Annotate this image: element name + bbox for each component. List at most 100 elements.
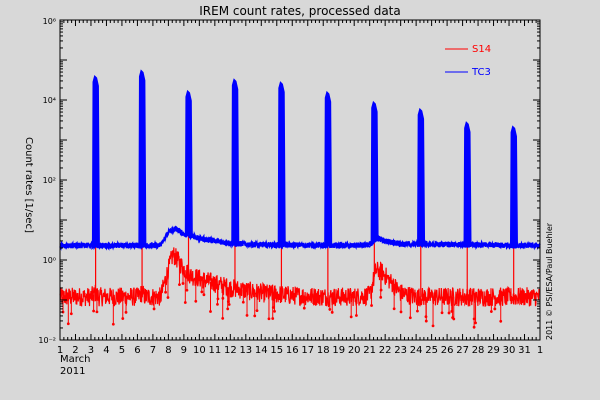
series-s14-point — [499, 319, 503, 323]
series-s14-point — [221, 296, 225, 300]
y-axis-label: Count rates [1/sec] — [23, 137, 34, 233]
x-tick-label: 19 — [332, 345, 345, 356]
x-tick-label: 25 — [425, 345, 438, 356]
x-tick-label: 13 — [239, 345, 252, 356]
series-s14-point — [472, 317, 476, 321]
series-s14-point — [399, 310, 403, 314]
x-tick-label: 14 — [255, 345, 268, 356]
x-tick-label: 29 — [487, 345, 500, 356]
series-s14-point — [253, 314, 257, 318]
y-tick-label: 10² — [43, 176, 56, 185]
y-tick-label: 10⁴ — [43, 96, 56, 105]
series-tc3-peak — [463, 121, 472, 246]
series-s14-point — [66, 322, 70, 326]
series-s14-point — [472, 325, 476, 329]
x-tick-label: 3 — [88, 345, 94, 356]
y-tick-label: 10⁻² — [38, 336, 56, 345]
series-s14-point — [124, 310, 128, 314]
series-tc3-peak — [324, 90, 333, 246]
x-tick-label: 20 — [348, 345, 361, 356]
series-s14-point — [200, 290, 204, 294]
series-s14-point — [489, 310, 493, 313]
series-s14-point — [209, 310, 212, 313]
series-s14-point — [379, 295, 383, 299]
x-tick-label: 21 — [363, 345, 376, 356]
series-s14-point — [408, 316, 412, 320]
chart-title: IREM count rates, processed data — [199, 4, 401, 18]
x-tick-label: 10 — [193, 345, 206, 356]
series-s14-point — [273, 309, 276, 313]
series-s14-point — [152, 307, 156, 311]
x-tick-label: 6 — [134, 345, 140, 356]
x-tick-label: 18 — [317, 345, 330, 356]
series-s14-point — [181, 282, 185, 285]
x-tick-label: 26 — [441, 345, 454, 356]
x-tick-label: 31 — [518, 345, 531, 356]
series-tc3-peak — [509, 125, 518, 246]
series-s14-point — [431, 324, 435, 328]
series-s14-point — [255, 309, 259, 313]
series-s14-point — [92, 309, 96, 313]
series-s14-point — [221, 317, 225, 320]
x-tick-label: 1 — [537, 345, 543, 356]
series-tc3 — [59, 69, 541, 251]
series-s14-point — [355, 314, 358, 317]
series-s14-point — [416, 309, 419, 313]
series-s14-point — [121, 317, 125, 320]
x-tick-label: 2 — [72, 345, 78, 356]
series-s14-point — [474, 321, 477, 325]
series-s14-point — [216, 302, 219, 306]
series-s14-point — [111, 322, 115, 326]
x-tick-label: 22 — [379, 345, 392, 356]
series-s14-point — [447, 311, 451, 315]
legend-label-s14: S14 — [472, 44, 491, 55]
series-s14-point — [267, 317, 271, 321]
series-s14-point — [370, 304, 373, 307]
x-tick-label: 5 — [119, 345, 125, 356]
series-s14-point — [451, 316, 454, 320]
x-tick-label: 30 — [503, 345, 516, 356]
series-s14-point — [392, 307, 396, 311]
y-tick-label: 10⁰ — [43, 256, 56, 265]
series-s14-point — [69, 312, 73, 316]
series-s14-point — [328, 308, 332, 311]
series-s14-point — [194, 299, 198, 303]
series-s14-point — [216, 297, 220, 301]
credit-text: 2011 © PSI/ESA/Paul Buehler — [545, 222, 554, 340]
series-s14-point — [178, 283, 181, 287]
series-s14-point — [185, 288, 189, 292]
series-s14-point — [440, 311, 444, 315]
series-tc3-peak — [231, 78, 240, 245]
x-tick-label: 28 — [472, 345, 485, 356]
x-tick-label: 4 — [103, 345, 109, 356]
x-tick-label: 16 — [286, 345, 299, 356]
x-tick-label: 12 — [224, 345, 237, 356]
series-tc3-peak — [370, 100, 379, 242]
series-tc3-peak — [138, 69, 147, 247]
series-s14-point — [271, 317, 275, 320]
series-s14-point — [227, 303, 231, 306]
series-s14-point — [245, 314, 249, 317]
y-tick-label: 10⁶ — [43, 17, 56, 26]
series-s14-point — [95, 310, 99, 314]
x-tick-label: 15 — [270, 345, 283, 356]
x-tick-label: 23 — [394, 345, 407, 356]
x-tick-label: 24 — [410, 345, 423, 356]
series-s14-point — [493, 307, 497, 311]
series-tc3-peak — [91, 74, 100, 247]
x-axis-label-month: March — [60, 354, 90, 365]
series-s14-point — [202, 293, 206, 297]
series-tc3-peak — [184, 89, 193, 236]
x-tick-label: 17 — [301, 345, 314, 356]
series-s14-point — [164, 290, 167, 294]
x-tick-label: 1 — [57, 345, 63, 356]
x-tick-label: 27 — [456, 345, 469, 356]
x-tick-label: 8 — [165, 345, 171, 356]
x-axis-label-year: 2011 — [60, 366, 85, 377]
series-s14-point — [349, 315, 353, 319]
series-s14-point — [183, 301, 187, 304]
series-tc3-peak — [417, 107, 426, 245]
x-tick-label: 7 — [150, 345, 156, 356]
